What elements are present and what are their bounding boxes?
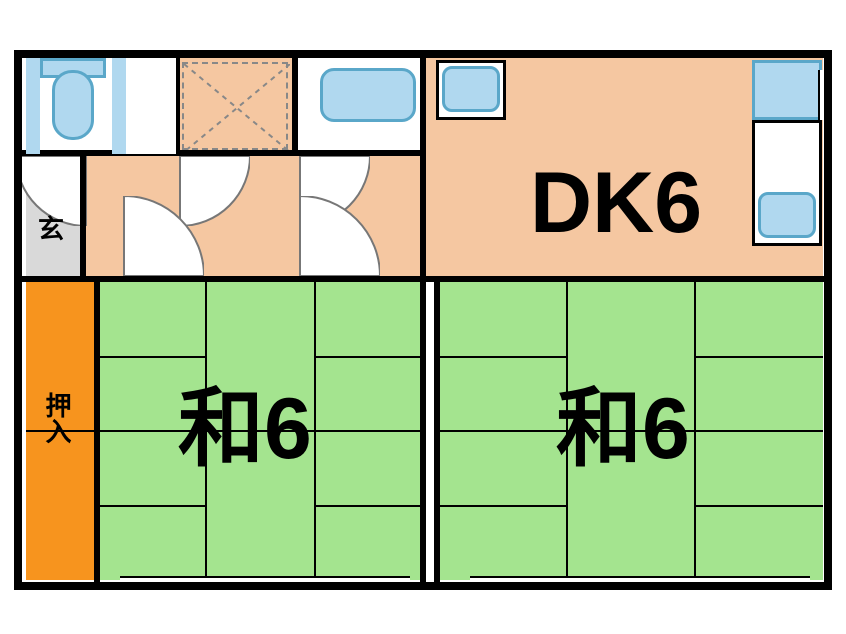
label-entry: 玄: [38, 216, 64, 242]
label-wa1: 和6: [178, 386, 312, 472]
wall: [126, 50, 176, 56]
kitchen-counter-top: [752, 60, 822, 120]
wall: [292, 50, 298, 156]
wall: [94, 276, 100, 586]
label-dk: DK6: [530, 160, 702, 246]
label-closet: 押入: [44, 392, 70, 444]
wall: [80, 150, 86, 276]
wall: [126, 58, 176, 154]
wall: [824, 50, 832, 590]
kitchen-sink-1: [442, 66, 500, 112]
kitchen-sink-2: [758, 192, 816, 238]
floor-plan: DK6 和6 和6 玄押入: [0, 0, 846, 634]
wall: [420, 50, 426, 276]
wall: [14, 150, 423, 156]
wall: [14, 50, 22, 590]
label-wa2: 和6: [556, 386, 690, 472]
